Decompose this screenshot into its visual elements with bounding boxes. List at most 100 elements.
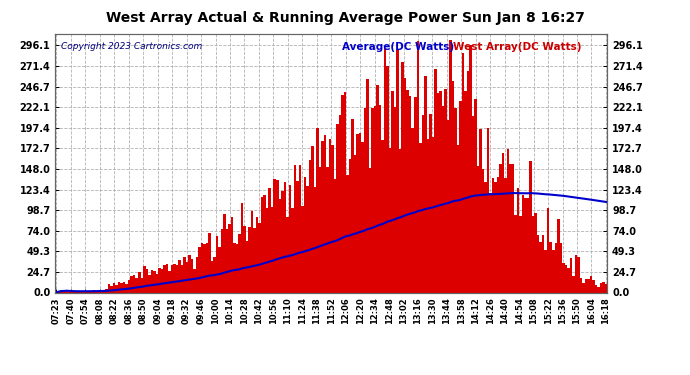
Bar xyxy=(196,256,198,292)
Bar xyxy=(497,177,500,292)
Bar xyxy=(411,128,414,292)
Bar xyxy=(406,90,409,292)
Bar xyxy=(555,243,557,292)
Bar xyxy=(602,282,604,292)
Bar xyxy=(462,53,464,292)
Bar xyxy=(83,291,86,292)
Bar xyxy=(241,203,244,292)
Bar xyxy=(540,243,542,292)
Bar xyxy=(155,274,158,292)
Bar xyxy=(359,133,362,292)
Bar xyxy=(399,149,402,292)
Bar xyxy=(311,146,314,292)
Bar xyxy=(150,270,153,292)
Bar xyxy=(486,128,489,292)
Bar xyxy=(296,181,299,292)
Bar xyxy=(527,198,529,292)
Bar xyxy=(100,290,103,292)
Bar xyxy=(366,79,369,292)
Bar xyxy=(595,285,597,292)
Bar xyxy=(364,108,366,292)
Bar xyxy=(494,182,497,292)
Bar xyxy=(319,167,321,292)
Bar xyxy=(63,290,66,292)
Bar xyxy=(522,195,524,292)
Bar xyxy=(454,108,457,292)
Bar xyxy=(389,148,391,292)
Bar xyxy=(409,96,411,292)
Bar xyxy=(108,284,110,292)
Bar xyxy=(221,229,224,292)
Bar xyxy=(342,95,344,292)
Bar xyxy=(429,114,431,292)
Bar xyxy=(384,48,386,292)
Bar xyxy=(394,106,397,292)
Bar xyxy=(379,105,382,292)
Bar xyxy=(293,165,296,292)
Bar xyxy=(544,250,547,292)
Bar xyxy=(110,286,113,292)
Bar xyxy=(369,168,371,292)
Bar xyxy=(334,179,336,292)
Bar xyxy=(224,214,226,292)
Bar xyxy=(193,268,196,292)
Bar xyxy=(284,182,286,292)
Bar xyxy=(130,276,133,292)
Bar xyxy=(233,243,236,292)
Bar xyxy=(326,167,328,292)
Bar xyxy=(218,247,221,292)
Bar xyxy=(115,285,118,292)
Bar xyxy=(466,71,469,292)
Bar xyxy=(266,209,268,292)
Bar xyxy=(231,217,233,292)
Bar xyxy=(158,268,161,292)
Bar xyxy=(354,155,356,292)
Bar xyxy=(204,244,206,292)
Bar xyxy=(587,279,590,292)
Bar xyxy=(244,226,246,292)
Bar xyxy=(489,193,492,292)
Bar xyxy=(183,256,186,292)
Bar xyxy=(371,108,374,292)
Bar xyxy=(251,211,253,292)
Bar xyxy=(168,271,170,292)
Bar xyxy=(143,266,146,292)
Bar xyxy=(590,276,592,292)
Bar xyxy=(121,283,123,292)
Bar xyxy=(336,124,339,292)
Bar xyxy=(582,283,584,292)
Bar xyxy=(537,235,540,292)
Bar xyxy=(452,81,454,292)
Bar xyxy=(532,216,535,292)
Bar xyxy=(529,161,532,292)
Bar xyxy=(344,92,346,292)
Text: West Array Actual & Running Average Power Sun Jan 8 16:27: West Array Actual & Running Average Powe… xyxy=(106,11,584,25)
Bar xyxy=(86,291,88,292)
Bar xyxy=(331,144,334,292)
Bar xyxy=(477,166,480,292)
Bar xyxy=(419,143,422,292)
Bar xyxy=(93,290,95,292)
Bar xyxy=(161,269,163,292)
Bar xyxy=(600,284,602,292)
Bar xyxy=(80,291,83,292)
Bar xyxy=(504,178,507,292)
Bar xyxy=(208,233,210,292)
Bar xyxy=(431,137,434,292)
Bar xyxy=(126,285,128,292)
Bar xyxy=(176,265,178,292)
Bar xyxy=(261,197,264,292)
Bar xyxy=(439,91,442,292)
Bar xyxy=(437,93,439,292)
Bar xyxy=(291,208,293,292)
Bar xyxy=(306,186,308,292)
Bar xyxy=(564,265,567,292)
Bar xyxy=(509,164,512,292)
Bar xyxy=(547,207,549,292)
Bar xyxy=(397,50,399,292)
Bar xyxy=(281,191,284,292)
Bar xyxy=(316,128,319,292)
Bar xyxy=(228,224,231,292)
Bar xyxy=(374,106,376,292)
Bar xyxy=(273,179,276,292)
